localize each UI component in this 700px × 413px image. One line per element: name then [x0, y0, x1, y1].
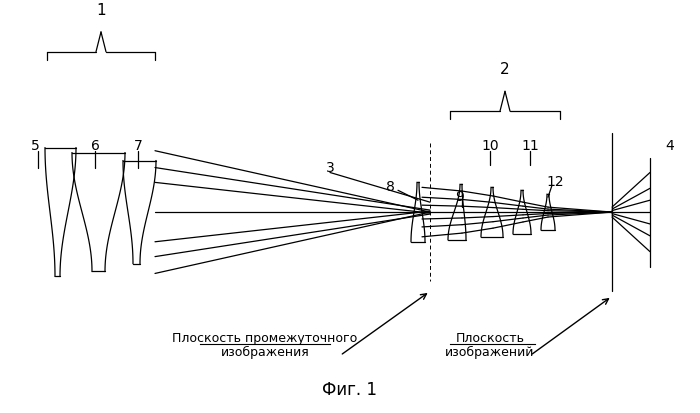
Text: 4: 4: [666, 139, 674, 153]
Text: 11: 11: [521, 139, 539, 153]
Text: 12: 12: [546, 176, 564, 190]
Text: 3: 3: [326, 161, 335, 175]
Text: 10: 10: [481, 139, 499, 153]
Text: изображений: изображений: [445, 346, 535, 359]
Text: 6: 6: [90, 139, 99, 153]
Text: Плоскость: Плоскость: [456, 332, 524, 345]
Text: 7: 7: [134, 139, 142, 153]
Text: 2: 2: [500, 62, 510, 78]
Text: 8: 8: [386, 180, 394, 195]
Text: 1: 1: [96, 3, 106, 18]
Text: Фиг. 1: Фиг. 1: [323, 381, 377, 399]
Text: Плоскость промежуточного: Плоскость промежуточного: [172, 332, 358, 345]
Text: 9: 9: [456, 190, 464, 204]
Text: изображения: изображения: [220, 346, 309, 359]
Text: 5: 5: [31, 139, 39, 153]
